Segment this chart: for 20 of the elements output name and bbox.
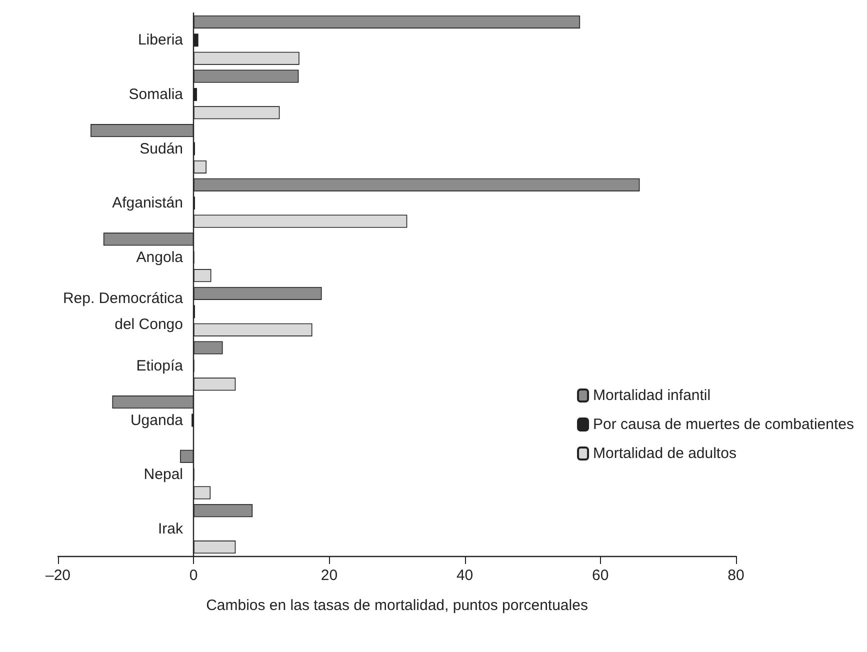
x-tick-label: 0 [189, 567, 198, 584]
legend-label: Por causa de muertes de combatientes [593, 416, 854, 433]
x-tick-label: –20 [45, 567, 71, 584]
y-tick-label: Irak [158, 520, 184, 538]
y-tick-label: Etiopía [136, 357, 184, 374]
y-tick-label: Uganda [130, 412, 184, 429]
y-tick-label: Sudán [140, 140, 183, 158]
y-tick-label: Nepal [144, 466, 183, 484]
y-tick-label: Rep. Democrática del Congo [62, 290, 184, 334]
y-tick-label: Somalia [128, 86, 184, 103]
x-tick-label: 60 [592, 567, 609, 584]
x-axis-title: Cambios en las tasas de mortalidad, puntos porcentuales [206, 597, 588, 614]
legend-label: Mortalidad de adultos [593, 445, 736, 462]
x-tick-label: 40 [456, 567, 474, 584]
y-tick-label: Afganistán [112, 194, 183, 212]
y-tick-label: Angola [136, 248, 184, 266]
y-tick-label: Liberia [138, 32, 184, 49]
legend-label: Mortalidad infantil [593, 387, 711, 404]
x-tick-label: 20 [320, 567, 338, 584]
x-tick-label: 80 [728, 567, 744, 584]
